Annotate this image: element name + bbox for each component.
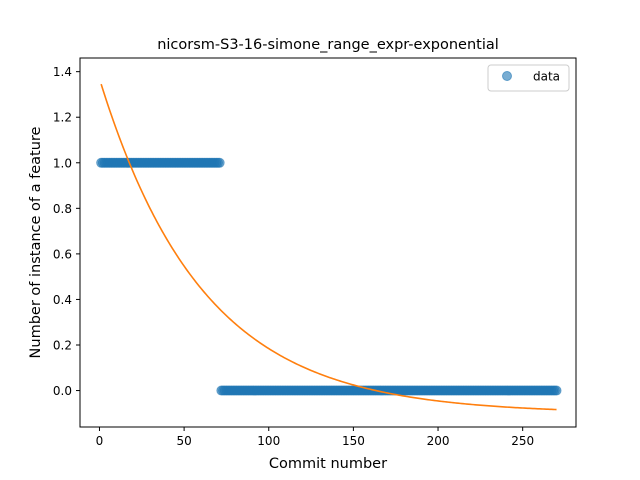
y-tick-label: 0.4 — [53, 293, 72, 307]
x-axis-label: Commit number — [269, 456, 387, 472]
y-tick-label: 1.4 — [53, 65, 72, 79]
legend-marker-data — [502, 71, 512, 81]
y-axis: 0.0 0.2 0.4 0.6 0.8 1.0 1.2 1.4 — [53, 65, 80, 398]
y-tick-label: 0.2 — [53, 339, 72, 353]
y-tick-label: 0.0 — [53, 384, 72, 398]
x-axis: 0 50 100 150 200 250 — [96, 427, 534, 448]
y-tick-label: 0.6 — [53, 247, 72, 261]
y-tick-label: 0.8 — [53, 202, 72, 216]
legend: data — [487, 64, 570, 92]
data-point — [551, 385, 562, 396]
x-tick-label: 200 — [427, 434, 450, 448]
y-tick-label: 1.0 — [53, 156, 72, 170]
y-tick-label: 1.2 — [53, 111, 72, 125]
x-tick-label: 150 — [342, 434, 365, 448]
x-tick-label: 0 — [96, 434, 104, 448]
chart-title: nicorsm-S3-16-simone_range_expr-exponent… — [157, 37, 499, 53]
x-tick-label: 250 — [511, 434, 534, 448]
x-tick-label: 100 — [257, 434, 280, 448]
x-tick-label: 50 — [176, 434, 191, 448]
data-point — [214, 157, 225, 168]
y-axis-label: Number of instance of a feature — [28, 126, 44, 358]
plot-area — [96, 83, 562, 411]
legend-label-data: data — [533, 70, 560, 84]
fit-line — [100, 83, 557, 411]
series-data — [96, 157, 562, 396]
plot-frame — [79, 57, 577, 428]
